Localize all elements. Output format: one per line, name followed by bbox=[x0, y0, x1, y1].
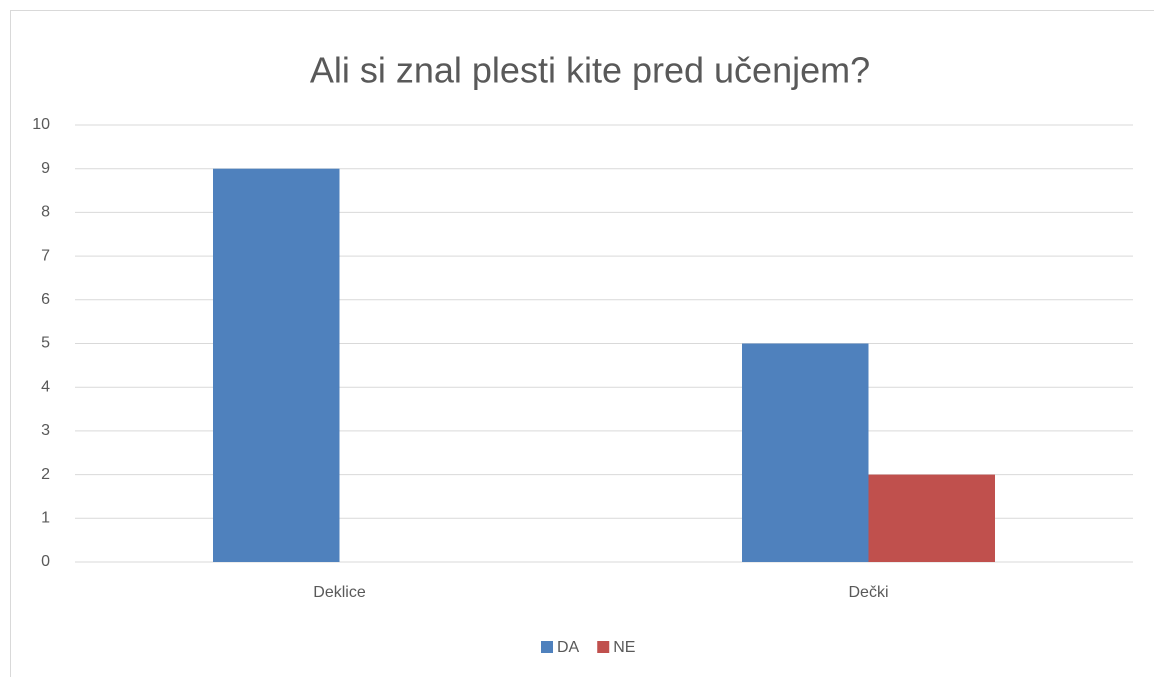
x-tick-label: Deklice bbox=[313, 584, 366, 601]
legend-swatch bbox=[597, 641, 610, 653]
bar bbox=[868, 474, 995, 562]
legend-label: DA bbox=[557, 639, 580, 656]
y-tick-label: 5 bbox=[41, 335, 50, 352]
y-tick-label: 0 bbox=[41, 553, 50, 570]
y-tick-label: 3 bbox=[41, 422, 50, 439]
y-tick-label: 7 bbox=[41, 247, 50, 264]
legend-label: NE bbox=[613, 639, 635, 656]
y-tick-label: 2 bbox=[41, 466, 50, 483]
x-tick-label: Dečki bbox=[848, 584, 888, 601]
legend-swatch bbox=[541, 641, 553, 653]
chart-title: Ali si znal plesti kite pred učenjem? bbox=[310, 50, 870, 91]
bar bbox=[742, 343, 869, 562]
y-tick-label: 9 bbox=[41, 160, 50, 177]
y-tick-label: 4 bbox=[41, 378, 50, 395]
y-tick-label: 6 bbox=[41, 291, 50, 308]
y-tick-label: 1 bbox=[41, 510, 50, 527]
bar bbox=[213, 168, 340, 562]
y-tick-label: 8 bbox=[41, 204, 50, 221]
y-tick-label: 10 bbox=[32, 116, 50, 133]
